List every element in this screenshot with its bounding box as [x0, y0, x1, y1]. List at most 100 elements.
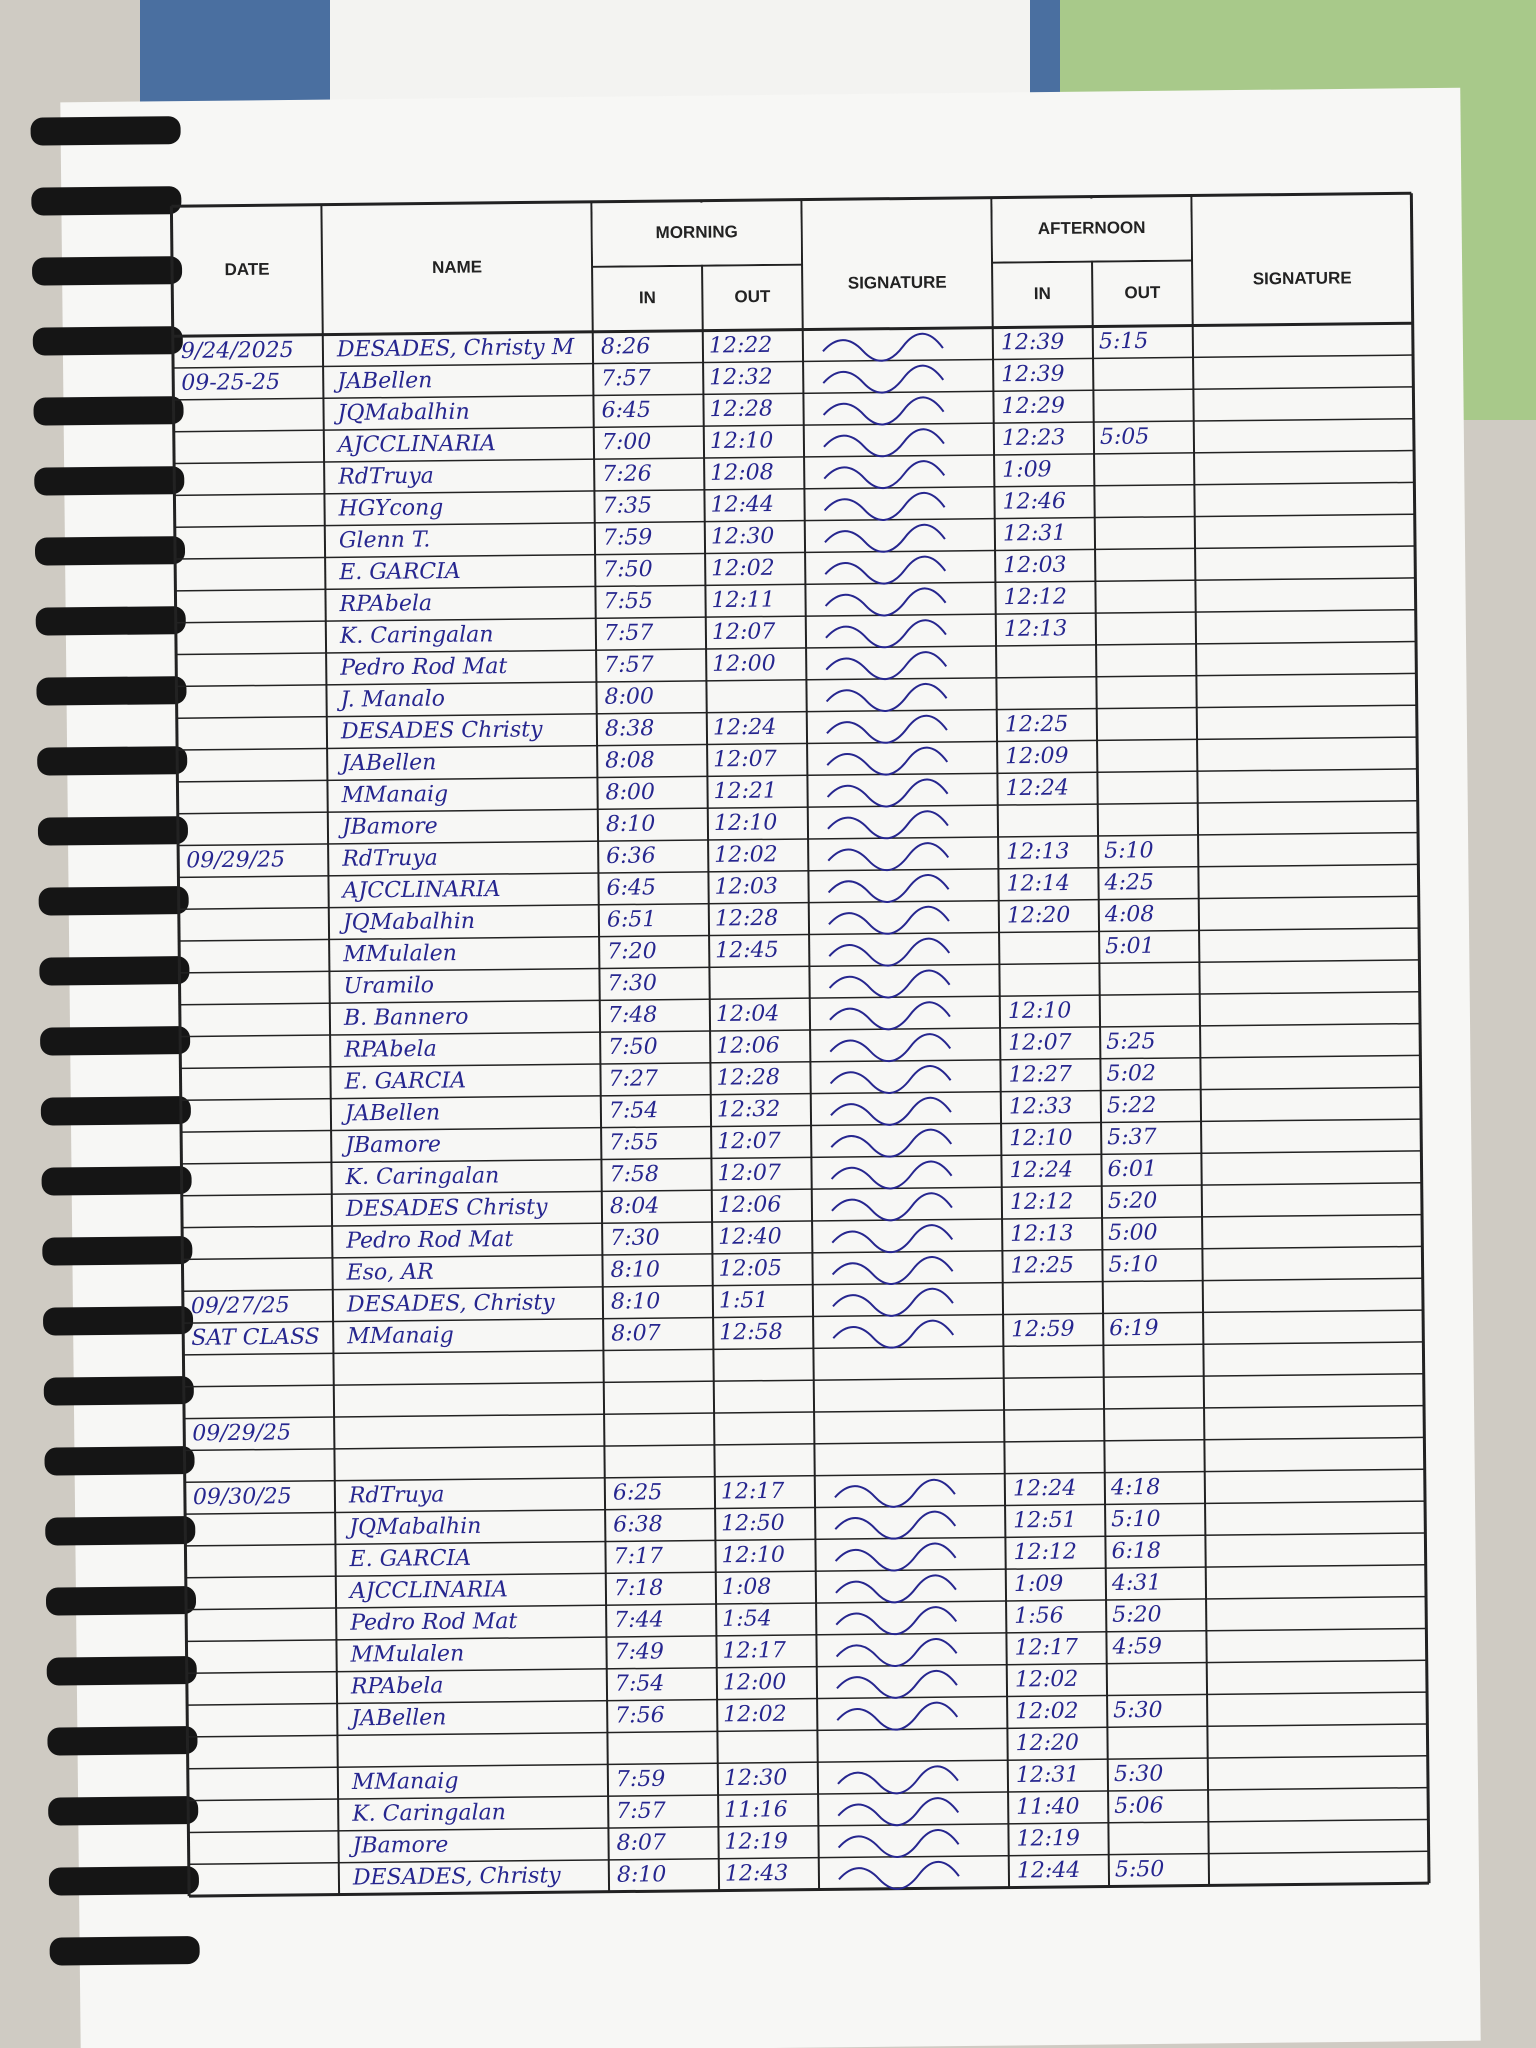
- name-cell: JABellen: [337, 750, 436, 776]
- signature-scribble: [831, 1224, 954, 1254]
- rule: [186, 1595, 1427, 1611]
- rule: [1090, 196, 1111, 1887]
- spiral-ring: [34, 536, 186, 566]
- time-cell: 7:55: [609, 1130, 659, 1156]
- time-cell: 5:02: [1106, 1061, 1156, 1087]
- rule: [181, 1150, 1422, 1165]
- spiral-ring: [49, 1936, 200, 1966]
- signature-scribble: [827, 873, 950, 903]
- time-cell: 7:30: [610, 1225, 660, 1251]
- time-cell: 12:22: [709, 333, 773, 359]
- time-cell: 12:11: [711, 588, 775, 614]
- signature-scribble: [822, 364, 945, 394]
- signature-scribble: [837, 1765, 959, 1795]
- spiral-ring: [45, 1516, 196, 1546]
- signature-scribble: [834, 1478, 956, 1508]
- name-cell: Pedro Rod Mat: [345, 1227, 513, 1254]
- signature-scribble: [822, 396, 945, 426]
- signature-scribble: [826, 714, 948, 744]
- signature-scribble: [824, 555, 947, 585]
- rule: [174, 481, 1415, 497]
- signature-scribble: [836, 1669, 958, 1699]
- column-header: DATE: [224, 260, 269, 279]
- header-cover: [992, 197, 1192, 262]
- time-cell: 1:51: [719, 1288, 769, 1314]
- spiral-ring: [44, 1446, 195, 1476]
- name-cell: DESADES, Christy M: [336, 335, 575, 362]
- name-cell: K. Caringalan: [351, 1800, 506, 1827]
- signature-scribble: [838, 1860, 960, 1890]
- time-cell: 12:32: [717, 1097, 781, 1123]
- time-cell: 12:43: [725, 1861, 789, 1887]
- time-cell: 7:57: [601, 366, 651, 392]
- sheet-group: DATE NAME MORNING AFTERNOON IN OUT SIGNATURE IN…: [30, 87, 1481, 2048]
- signature-scribble: [835, 1574, 957, 1604]
- spiral-ring: [37, 746, 188, 776]
- time-cell: 1:56: [1014, 1603, 1064, 1629]
- time-cell: 5:30: [1114, 1761, 1164, 1787]
- time-cell: 7:00: [602, 430, 652, 456]
- time-cell: 12:06: [718, 1192, 782, 1218]
- rule: [175, 545, 1416, 560]
- time-cell: 6:36: [606, 843, 656, 869]
- name-cell: JBamore: [338, 814, 438, 840]
- time-cell: 7:20: [607, 939, 657, 965]
- time-cell: 7:44: [614, 1608, 664, 1634]
- rule: [180, 1054, 1421, 1070]
- name-cell: DESADES, Christy: [346, 1290, 556, 1317]
- name-cell: MManaig: [340, 782, 448, 808]
- time-cell: 12:30: [711, 524, 775, 550]
- rule: [184, 1468, 1425, 1484]
- time-cell: 1:08: [722, 1575, 772, 1601]
- date-cell: SAT CLASS: [191, 1325, 320, 1351]
- rule: [177, 736, 1418, 751]
- name-cell: RdTruya: [341, 846, 438, 872]
- time-cell: 12:51: [1013, 1508, 1077, 1534]
- signature-scribble: [828, 905, 950, 935]
- paper: [60, 87, 1481, 2048]
- time-cell: 12:00: [712, 651, 776, 677]
- rule: [187, 1755, 1428, 1770]
- name-cell: E. GARCIA: [348, 1546, 471, 1572]
- time-cell: 4:31: [1111, 1570, 1162, 1596]
- signature-scribble: [824, 587, 947, 617]
- signature-scribble: [825, 682, 948, 712]
- rule: [179, 927, 1420, 942]
- time-cell: 8:10: [610, 1257, 660, 1283]
- time-cell: 12:28: [716, 1065, 780, 1091]
- rule: [1409, 193, 1431, 1884]
- name-cell: JBamore: [348, 1833, 448, 1859]
- signature-scribble: [829, 1064, 952, 1094]
- time-cell: 12:06: [716, 1033, 780, 1059]
- time-cell: 5:20: [1112, 1602, 1162, 1628]
- time-cell: 7:54: [615, 1671, 665, 1697]
- spiral-ring: [38, 886, 189, 916]
- name-cell: Uramilo: [343, 973, 434, 999]
- time-cell: 12:03: [714, 874, 778, 900]
- date-cell: 09/29/25: [186, 847, 285, 873]
- date-cell: 09/29/25: [192, 1420, 291, 1446]
- time-cell: 4:25: [1103, 870, 1154, 896]
- time-cell: 12:05: [718, 1256, 782, 1282]
- name-cell: Eso, AR: [345, 1260, 433, 1286]
- rule: [169, 206, 191, 1897]
- name-cell: AJCCLINARIA: [348, 1577, 508, 1604]
- time-cell: 8:08: [605, 748, 655, 774]
- spiral-ring: [34, 466, 185, 496]
- time-cell: 12:31: [1003, 521, 1067, 547]
- time-cell: 8:00: [604, 684, 654, 710]
- time-cell: 12:02: [711, 556, 775, 582]
- time-cell: 12:10: [1008, 998, 1072, 1024]
- column-header: IN: [1034, 284, 1051, 303]
- time-cell: 6:01: [1107, 1157, 1157, 1183]
- time-cell: 12:25: [1005, 712, 1069, 738]
- time-cell: 12:45: [715, 938, 779, 964]
- time-cell: 12:25: [1010, 1253, 1074, 1279]
- column-header: NAME: [432, 257, 482, 277]
- rule: [184, 1436, 1425, 1452]
- spiral-ring: [32, 256, 183, 286]
- time-cell: 7:57: [616, 1799, 666, 1825]
- time-cell: 12:10: [714, 810, 778, 836]
- rule: [186, 1659, 1427, 1675]
- rule: [183, 1309, 1424, 1324]
